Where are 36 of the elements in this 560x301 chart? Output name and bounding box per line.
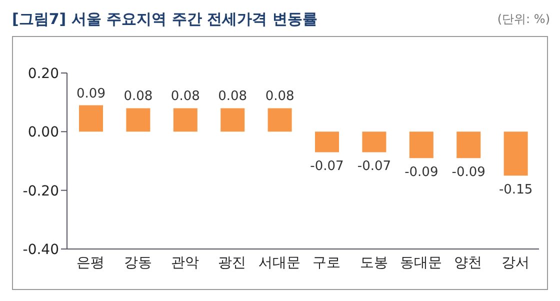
x-tick-label: 양천 [454, 254, 482, 271]
data-label: 0.08 [124, 89, 153, 104]
bar [456, 132, 481, 158]
x-tick-label: 강서 [501, 254, 530, 271]
bar [268, 108, 292, 132]
bar [315, 132, 339, 152]
bar [220, 108, 245, 132]
data-label: 0.08 [265, 89, 294, 104]
bar [173, 108, 198, 132]
x-tick-label: 동대문 [400, 254, 442, 271]
y-tick-label: 0.00 [28, 124, 59, 141]
x-tick-label: 강동 [124, 254, 152, 271]
bar [79, 105, 103, 132]
data-label: 0.08 [170, 89, 200, 104]
bar [409, 132, 434, 158]
bar [362, 132, 386, 152]
data-label: -0.09 [452, 165, 486, 180]
data-label: -0.09 [404, 165, 438, 180]
x-tick-label: 관악 [171, 254, 199, 271]
y-tick-label: 0.20 [28, 66, 59, 82]
bar [126, 108, 150, 132]
bar [504, 132, 528, 176]
x-tick-label: 도봉 [360, 254, 388, 271]
y-tick-label: -0.20 [22, 183, 59, 200]
x-tick-label: 광진 [218, 254, 246, 271]
data-label: -0.07 [310, 159, 344, 174]
y-tick-label: -0.40 [22, 242, 59, 258]
x-tick-label: 은평 [76, 254, 105, 271]
data-label: -0.07 [357, 159, 392, 174]
x-tick-label: 구로 [312, 254, 341, 271]
chart-title: [그림7] 서울 주요지역 주간 전세가격 변동률 [12, 10, 318, 29]
data-label: 0.09 [76, 86, 106, 102]
x-tick-label: 서대문 [258, 254, 300, 271]
data-label: -0.15 [498, 182, 533, 198]
data-label: 0.08 [218, 89, 248, 104]
text: (단위: %) [497, 11, 550, 28]
